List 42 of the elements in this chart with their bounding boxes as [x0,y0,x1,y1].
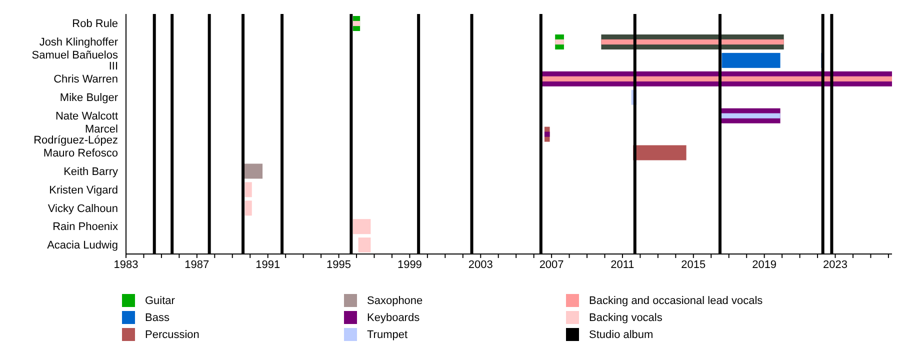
x-tick-label: 2011 [610,258,634,271]
bar [352,219,371,234]
y-tick-label: Chris Warren [54,74,118,86]
x-tick-label: 2007 [539,258,564,271]
y-tick-label: Mike Bulger [60,92,118,104]
bar [244,200,252,216]
x-tick-label: 2015 [681,258,706,271]
x-tick-label: 1987 [184,258,210,271]
legend-label: Keyboards [367,312,420,324]
x-tick-label: 2023 [823,258,848,271]
y-tick-label: Nate Walcott [55,110,118,122]
legend-label: Percussion [145,328,200,340]
y-tick-label: Mauro Refosco [43,147,118,160]
bar [601,39,784,45]
legend-label: Saxophone [367,294,423,306]
x-tick-label: 1983 [114,258,138,271]
bar [633,145,686,160]
bar [358,238,371,253]
legend-label: Trumpet [367,328,408,340]
y-tick-label: Rain Phoenix [52,221,118,234]
legend-label: Guitar [145,294,175,306]
y-tick-label: Keith Barry [64,166,118,178]
legend-label: Studio album [589,328,654,340]
bar [243,164,263,179]
x-tick-label: 1999 [397,258,422,271]
bar [722,52,780,68]
y-tick-label: Marcel Rodríguez-López [34,123,118,146]
y-tick-label: Samuel Bañuelos III [32,50,118,73]
bar [244,182,252,198]
x-tick-label: 2003 [468,258,493,271]
y-tick-label: Kristen Vigard [49,184,118,196]
y-tick-label: Josh Klinghoffer [39,36,118,49]
y-tick-label: Rob Rule [72,18,118,30]
x-tick-label: 1995 [326,258,352,271]
x-tick-label: 2019 [752,258,777,271]
legend-label: Backing and occasional lead vocals [589,294,763,306]
y-tick-label: Vicky Calhoun [48,202,118,215]
x-tick-label: 1991 [256,258,280,271]
y-tick-label: Acacia Ludwig [47,240,118,252]
bar [540,76,892,82]
legend-label: Backing vocals [589,312,662,324]
legend-label: Bass [145,312,170,324]
